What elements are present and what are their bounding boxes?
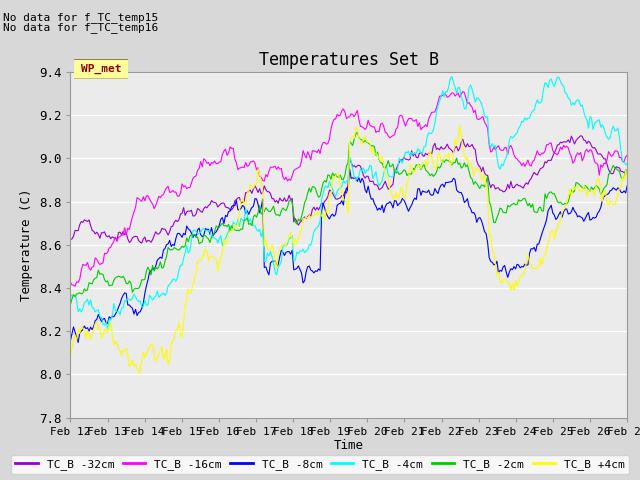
Legend: TC_B -32cm, TC_B -16cm, TC_B -8cm, TC_B -4cm, TC_B -2cm, TC_B +4cm: TC_B -32cm, TC_B -16cm, TC_B -8cm, TC_B …: [11, 455, 629, 474]
Text: WP_met: WP_met: [81, 64, 121, 74]
FancyBboxPatch shape: [70, 59, 131, 80]
Y-axis label: Temperature (C): Temperature (C): [20, 189, 33, 301]
Text: No data for f_TC_temp16: No data for f_TC_temp16: [3, 22, 159, 33]
Text: No data for f_TC_temp15: No data for f_TC_temp15: [3, 12, 159, 23]
X-axis label: Time: Time: [334, 439, 364, 453]
Title: Temperatures Set B: Temperatures Set B: [259, 51, 439, 69]
